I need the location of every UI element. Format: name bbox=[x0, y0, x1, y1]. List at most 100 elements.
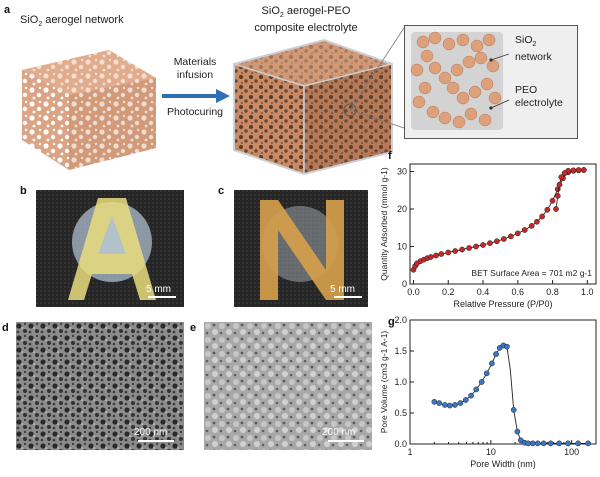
zoom-inset: SiO2 network PEO electrolyte bbox=[404, 25, 578, 139]
inset-network-line: network bbox=[515, 51, 552, 64]
data-point bbox=[483, 370, 490, 377]
data-point bbox=[529, 440, 536, 447]
data-point bbox=[558, 174, 565, 180]
y-tick-label: 30 bbox=[397, 167, 407, 177]
composite-title-line1: SiO2 aerogel-PEO bbox=[236, 5, 376, 22]
scalebar-d bbox=[138, 440, 174, 442]
composite-title-line2: composite electrolyte bbox=[254, 22, 358, 35]
sem-d-texture bbox=[16, 322, 184, 450]
y-tick-label: 1.0 bbox=[394, 377, 407, 387]
plot-frame bbox=[409, 319, 597, 445]
photo-c-drawing bbox=[234, 190, 368, 307]
data-point bbox=[462, 397, 469, 403]
x-tick-label: 0.2 bbox=[442, 287, 455, 297]
data-point bbox=[549, 197, 556, 204]
data-point bbox=[452, 248, 459, 254]
data-point bbox=[510, 407, 517, 413]
scalebar-c bbox=[334, 296, 362, 298]
data-point bbox=[556, 440, 562, 447]
data-point bbox=[554, 193, 561, 199]
inset-peo-line: PEO bbox=[515, 84, 538, 96]
data-point bbox=[473, 243, 479, 250]
data-point bbox=[553, 206, 559, 212]
pore-distribution-chart: 1 10 100 0.0 0.5 1.0 1.5 2.0 Pore Width (nm) Pore… bbox=[380, 315, 597, 469]
chart-annotation: BET Surface Area = 701 m2 g-1 bbox=[471, 268, 592, 278]
photo-b-membrane-a: 5 mm bbox=[36, 190, 184, 307]
panel-d-label: d bbox=[2, 322, 9, 334]
x-axis-label: Relative Pressure (P/P0) bbox=[453, 299, 552, 309]
c-part: SiO bbox=[261, 5, 280, 17]
x-tick-label: 0.8 bbox=[546, 287, 559, 297]
data-point bbox=[580, 167, 587, 173]
data-point bbox=[501, 236, 507, 242]
arrow-top-line2: infusion bbox=[176, 69, 214, 81]
data-point bbox=[585, 440, 592, 447]
scalebar-e-label: 200 nm bbox=[322, 427, 356, 438]
y-tick-label: 10 bbox=[397, 242, 407, 252]
x-tick-label: 100 bbox=[564, 447, 579, 457]
photo-b-drawing bbox=[36, 190, 184, 307]
x-tick-label: 1.0 bbox=[581, 287, 594, 297]
data-point bbox=[561, 170, 568, 176]
y-axis-label: Quantity Adsorbed (mmol g-1) bbox=[380, 167, 389, 281]
x-axis-label: Pore Width (nm) bbox=[470, 459, 536, 469]
scalebar-b bbox=[148, 296, 176, 298]
y-tick-label: 0.0 bbox=[394, 439, 407, 449]
x-tick-label: 10 bbox=[486, 447, 496, 457]
panel-b-label: b bbox=[20, 185, 27, 197]
plot-frame bbox=[409, 163, 597, 285]
data-point bbox=[489, 360, 495, 367]
x-tick-label: 0.0 bbox=[407, 287, 420, 297]
data-point bbox=[575, 440, 581, 447]
data-point bbox=[480, 242, 486, 248]
data-point bbox=[547, 440, 554, 447]
composite-electrolyte-title: SiO2 aerogel-PEO composite electrolyte bbox=[236, 5, 376, 35]
y-tick-label: 20 bbox=[397, 204, 407, 214]
data-point bbox=[504, 343, 510, 350]
data-point bbox=[570, 167, 577, 174]
scalebar-b-label: 5 mm bbox=[146, 284, 171, 295]
sem-image-e: 200 nm bbox=[204, 322, 372, 450]
data-point bbox=[507, 233, 514, 240]
sio-part: SiO bbox=[515, 34, 533, 46]
title-rest: aerogel network bbox=[42, 14, 124, 26]
inset-network-drawing bbox=[410, 31, 510, 130]
data-point bbox=[539, 213, 545, 220]
data-point bbox=[436, 400, 443, 406]
data-point bbox=[534, 440, 541, 447]
scalebar-e bbox=[328, 440, 364, 442]
y-tick-label: 0.5 bbox=[394, 408, 407, 418]
data-point bbox=[428, 254, 434, 260]
panel-c-label: c bbox=[218, 185, 225, 197]
data-point bbox=[565, 440, 571, 447]
y-tick-label: 1.5 bbox=[394, 346, 407, 356]
scalebar-d-label: 200 nm bbox=[134, 427, 168, 438]
data-point bbox=[514, 230, 521, 237]
scalebar-c-label: 5 mm bbox=[330, 284, 355, 295]
y-tick-label: 2.0 bbox=[394, 315, 407, 325]
data-point bbox=[494, 238, 500, 245]
data-point bbox=[466, 245, 472, 251]
inset-sio2-line: SiO2 bbox=[515, 34, 552, 51]
arrow-label-bottom: Photocuring bbox=[166, 106, 224, 118]
sem-image-d: 200 nm bbox=[16, 322, 184, 450]
panel-a-label: a bbox=[4, 4, 11, 16]
isotherm-chart: 0.0 0.2 0.4 0.6 0.8 1.0 0 10 20 30 Relative Pressu… bbox=[380, 163, 597, 309]
inset-peo-label: PEO electrolyte bbox=[515, 84, 563, 110]
aerogel-network-title: SiO2 aerogel network bbox=[20, 14, 124, 28]
c-rest: aerogel-PEO bbox=[283, 5, 351, 17]
x-tick-label: 0.4 bbox=[477, 287, 490, 297]
data-point bbox=[556, 181, 563, 188]
data-point bbox=[445, 249, 452, 256]
panel-f-label: f bbox=[388, 150, 392, 162]
inset-electrolyte-line: electrolyte bbox=[515, 97, 563, 109]
data-point bbox=[540, 440, 547, 447]
data-point bbox=[433, 252, 439, 259]
data-point bbox=[478, 379, 485, 385]
data-point bbox=[457, 400, 464, 406]
data-point bbox=[544, 206, 551, 213]
arrow-label-top: Materials infusion bbox=[160, 56, 230, 82]
data-point bbox=[493, 351, 499, 357]
data-point bbox=[442, 402, 448, 408]
photo-c-membrane-n: 5 mm bbox=[234, 190, 368, 307]
